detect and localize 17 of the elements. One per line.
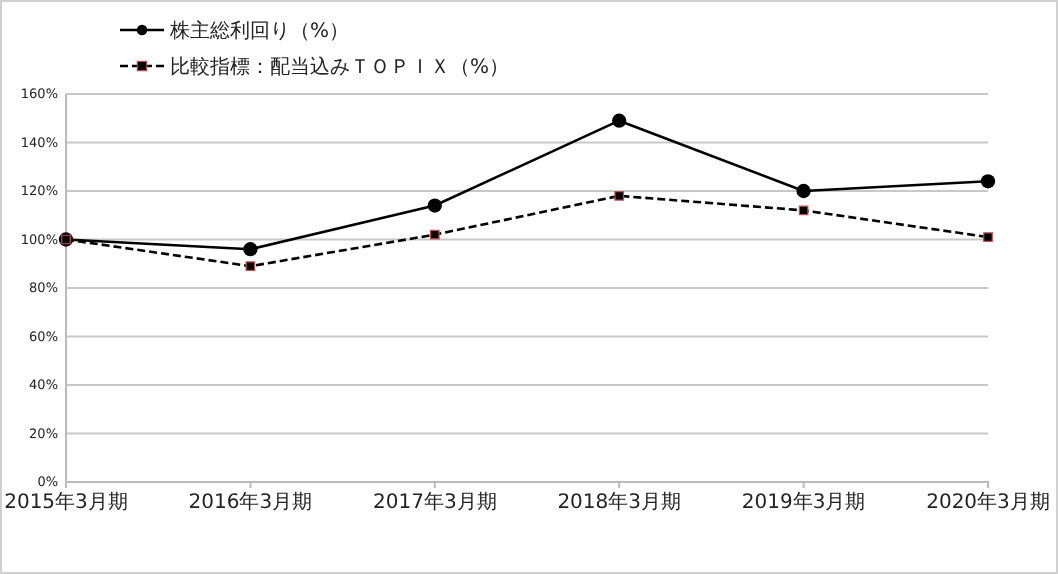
point <box>983 232 993 242</box>
x-tick-label: 2020年3月期 <box>926 490 1050 515</box>
point <box>429 229 440 240</box>
point <box>612 113 627 128</box>
x-tick-label: 2015年3月期 <box>4 490 128 515</box>
legend-label: 比較指標：配当込みＴＯＰＩＸ（%） <box>170 55 510 79</box>
x-tick-label: 2018年3月期 <box>557 490 682 515</box>
x-tick-label: 2019年3月期 <box>741 490 866 515</box>
point <box>427 198 442 213</box>
x-tick-label: 2017年3月期 <box>372 490 497 515</box>
point <box>245 261 256 272</box>
point <box>243 242 258 257</box>
point <box>980 174 996 189</box>
x-tick-label: 2016年3月期 <box>188 490 313 515</box>
legend-label: 株主総利回り（%） <box>168 19 350 43</box>
point <box>614 191 625 201</box>
point <box>796 183 811 199</box>
